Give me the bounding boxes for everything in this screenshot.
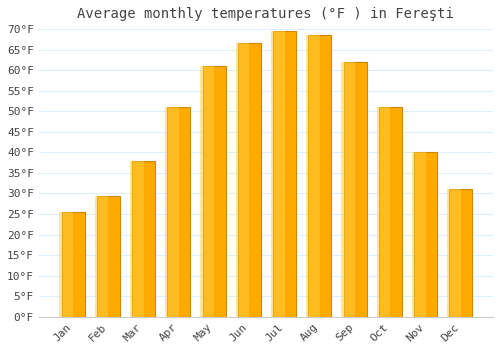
Bar [447,189,461,317]
Bar [308,35,332,317]
Bar [97,196,120,317]
Bar [60,212,73,317]
Bar [238,43,261,317]
Bar [94,196,108,317]
Bar [236,43,250,317]
Bar [130,161,143,317]
Bar [202,66,226,317]
Bar [168,107,190,317]
Bar [412,152,426,317]
Bar [450,189,472,317]
Title: Average monthly temperatures (°F ) in Fereşti: Average monthly temperatures (°F ) in Fe… [78,7,454,21]
Bar [165,107,179,317]
Bar [342,62,355,317]
Bar [306,35,320,317]
Bar [271,31,284,317]
Bar [379,107,402,317]
Bar [414,152,437,317]
Bar [344,62,366,317]
Bar [376,107,390,317]
Bar [200,66,214,317]
Bar [132,161,155,317]
Bar [273,31,296,317]
Bar [62,212,84,317]
